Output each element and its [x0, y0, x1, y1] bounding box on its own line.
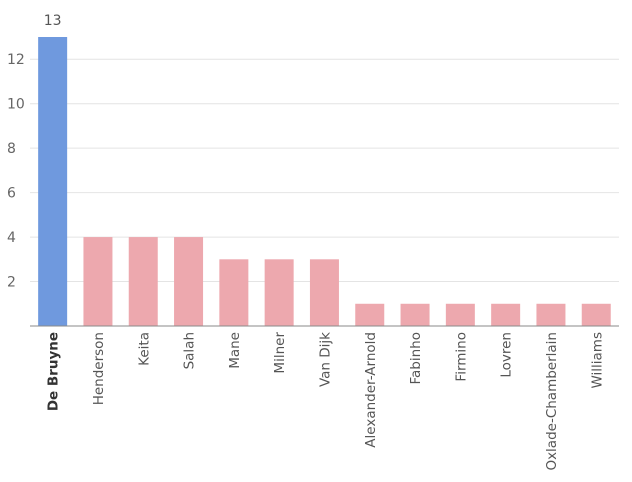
x-tick-label: De Bruyne — [46, 332, 62, 411]
x-tick-label: Oxlade-Chamberlain — [544, 332, 560, 471]
x-tick-label: Mane — [227, 332, 243, 369]
x-tick-label: Lovren — [499, 332, 515, 378]
y-tick-label: 12 — [7, 52, 25, 68]
bar — [581, 303, 611, 326]
bar — [445, 303, 475, 326]
y-tick-label: 6 — [7, 186, 16, 202]
x-tick-label: Firmino — [453, 332, 469, 382]
x-tick-label: Fabinho — [408, 332, 424, 385]
y-tick-label: 2 — [7, 275, 16, 291]
x-tick-label: Keita — [136, 332, 152, 366]
bar — [38, 37, 68, 326]
x-tick-label: Milner — [272, 332, 288, 374]
bar — [128, 237, 158, 326]
x-tick-label: Alexander-Arnold — [363, 332, 379, 448]
bar — [264, 259, 294, 326]
bar — [400, 303, 430, 326]
x-tick-label: Henderson — [91, 332, 107, 405]
bar — [536, 303, 566, 326]
x-tick-label: Van Dijk — [317, 332, 333, 387]
x-tick-label: Williams — [589, 332, 605, 389]
bar — [355, 303, 385, 326]
data-label: 13 — [44, 13, 62, 29]
bar — [219, 259, 249, 326]
bar — [309, 259, 339, 326]
y-tick-label: 10 — [7, 97, 25, 113]
bar — [491, 303, 521, 326]
x-tick-label: Salah — [182, 332, 198, 369]
bar — [174, 237, 204, 326]
bar — [83, 237, 113, 326]
y-tick-label: 4 — [7, 230, 16, 246]
y-tick-label: 8 — [7, 141, 16, 157]
